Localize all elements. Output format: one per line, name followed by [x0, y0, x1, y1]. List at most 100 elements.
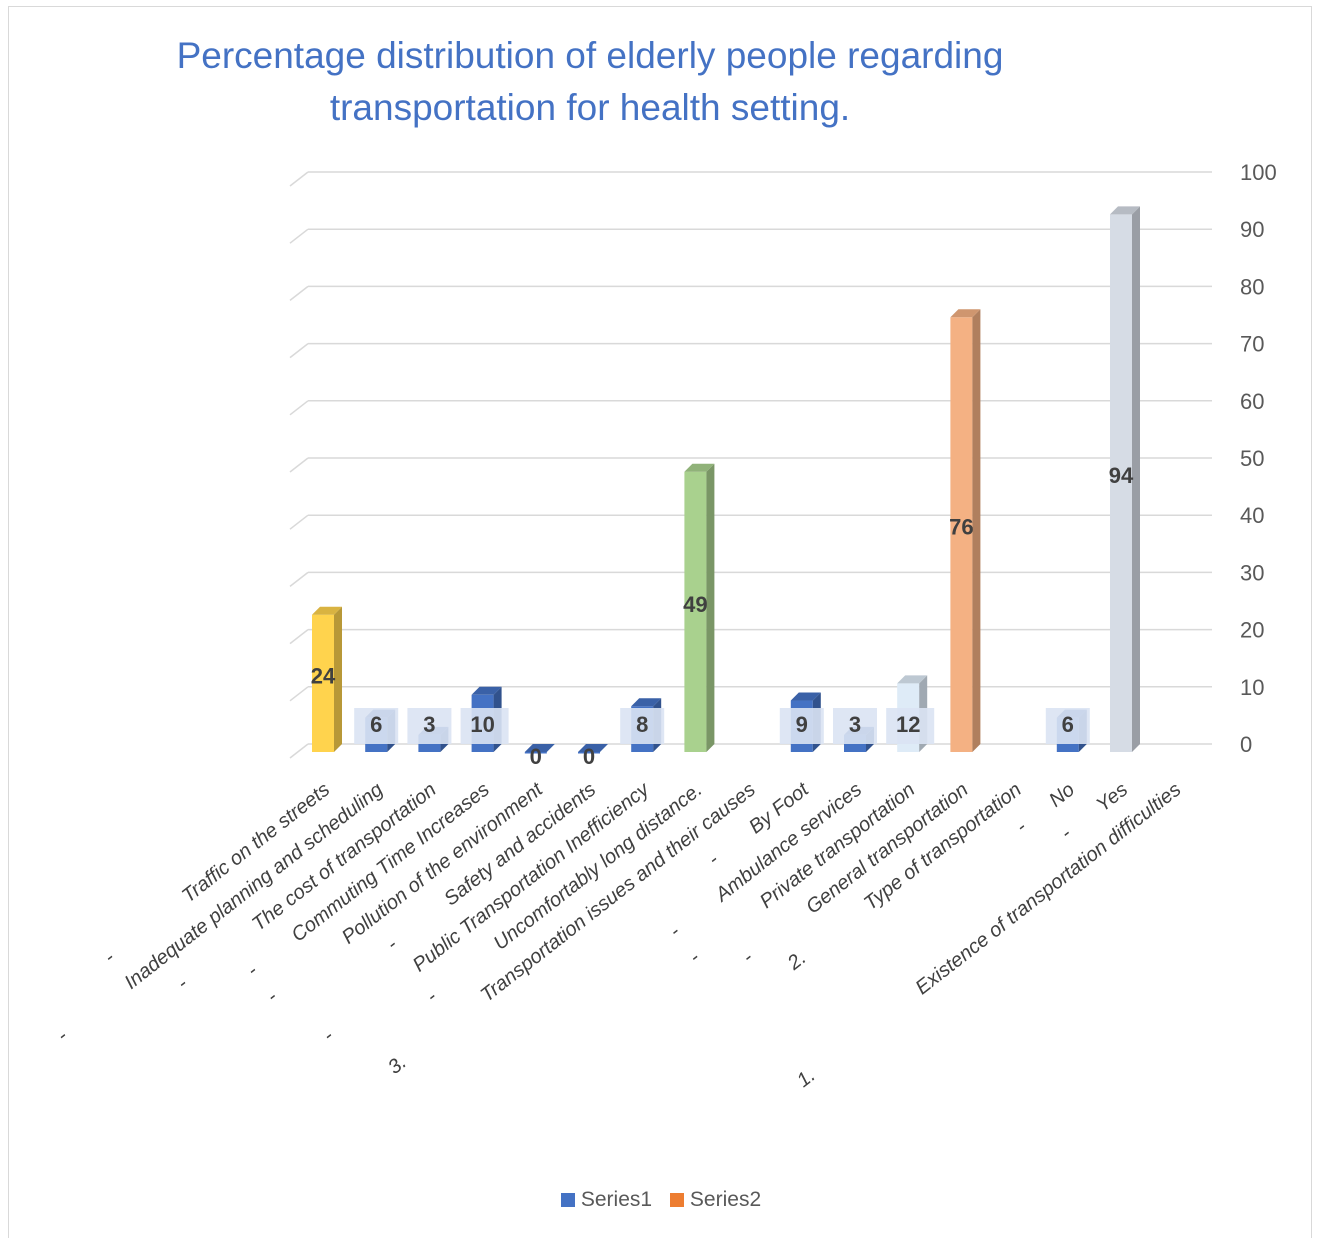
- category-prefix: 3.: [384, 1051, 411, 1079]
- category-prefix: -: [422, 986, 441, 1008]
- bar: [684, 471, 707, 752]
- category-prefix: -: [704, 849, 723, 871]
- gridline-side: [289, 514, 309, 530]
- y-tick-label: 80: [1240, 274, 1264, 299]
- gridlines: [289, 171, 1212, 759]
- data-label-box: [833, 708, 877, 744]
- bar-top: [684, 463, 715, 472]
- legend-item-series2: Series2: [669, 1188, 762, 1212]
- y-tick-label: 50: [1240, 446, 1264, 471]
- y-tick-label: 90: [1240, 217, 1264, 242]
- bar-side: [706, 463, 715, 752]
- bar-side: [334, 606, 342, 752]
- chart-frame: [8, 6, 1312, 1238]
- bar: [312, 614, 334, 752]
- bar-top: [524, 744, 555, 752]
- data-label: 49: [683, 592, 707, 617]
- bar: [524, 752, 547, 754]
- gridline-side: [289, 457, 309, 473]
- bar: [1110, 214, 1132, 752]
- category-label-text: No: [1045, 779, 1079, 812]
- legend-label-series2: Series2: [689, 1188, 762, 1211]
- category-labels: Traffic on the streets- Inadequate planni…: [53, 778, 1185, 1092]
- category-prefix: -: [319, 1025, 338, 1047]
- data-label: 0: [530, 744, 542, 769]
- category-prefix: -: [665, 920, 684, 942]
- category-prefix: -: [53, 1025, 72, 1047]
- bar-top: [631, 698, 662, 707]
- chart-title: Percentage distribution of elderly peopl…: [176, 35, 1004, 128]
- data-label-box: [886, 708, 935, 744]
- gridline-side: [289, 228, 309, 244]
- category-label-text: Yes: [1092, 779, 1132, 817]
- category-label: No-: [1012, 779, 1079, 838]
- bar-top: [950, 309, 981, 318]
- data-label: 12: [896, 712, 920, 737]
- data-label-box: [620, 708, 665, 744]
- y-axis-ticks: 0 10 20 30 40 50 60 70 80 90 100: [1240, 160, 1277, 757]
- category-label-text: Existence of transportation difficulties: [912, 779, 1186, 1000]
- y-tick-label: 20: [1240, 618, 1264, 643]
- category-prefix: -: [1057, 823, 1076, 845]
- category-prefix: -: [1012, 816, 1031, 838]
- category-prefix: -: [383, 934, 402, 956]
- data-label-box: [354, 708, 399, 744]
- data-label: 3: [423, 712, 435, 737]
- category-prefix: -: [100, 947, 119, 969]
- data-label-box: [1045, 708, 1090, 744]
- data-label: 0: [583, 744, 595, 769]
- category-prefix: -: [685, 947, 704, 969]
- gridline-side: [289, 171, 309, 187]
- data-label: 76: [949, 515, 973, 540]
- bar-side: [1132, 206, 1140, 752]
- category-prefix: -: [243, 960, 262, 982]
- data-label: 24: [311, 663, 336, 688]
- bar: [578, 752, 600, 754]
- y-tick-label: 60: [1240, 389, 1264, 414]
- bar: [950, 317, 973, 752]
- legend: Series1 Series2: [0, 1188, 1322, 1212]
- data-label: 3: [849, 712, 861, 737]
- bar-top: [578, 744, 608, 752]
- bar-side: [972, 309, 981, 752]
- legend-item-series1: Series1: [560, 1188, 653, 1212]
- data-label: 6: [1062, 712, 1074, 737]
- bar-top: [312, 606, 342, 615]
- legend-swatch-series2: [669, 1193, 684, 1207]
- data-label-box: [460, 708, 509, 744]
- y-tick-label: 30: [1240, 560, 1264, 585]
- gridline-side: [289, 400, 309, 416]
- y-tick-label: 100: [1240, 160, 1277, 185]
- bar-top: [471, 686, 502, 695]
- data-labels: 24 6 3 10 0 0 8 49 9 3 12 76 6 94: [311, 463, 1134, 769]
- category-prefix: 2.: [783, 947, 810, 975]
- data-label: 6: [370, 712, 382, 737]
- gridline-side: [289, 743, 309, 759]
- legend-swatch-series1: [560, 1193, 575, 1207]
- data-label: 10: [470, 712, 494, 737]
- gridline-side: [289, 285, 309, 301]
- y-tick-label: 70: [1240, 332, 1264, 357]
- gridline-side: [289, 571, 309, 587]
- y-tick-label: 10: [1240, 675, 1264, 700]
- category-prefix: -: [173, 973, 192, 995]
- category-prefix: 1.: [793, 1064, 820, 1092]
- y-tick-label: 40: [1240, 503, 1264, 528]
- data-label: 94: [1109, 463, 1134, 488]
- bar-top: [897, 675, 928, 684]
- data-label-box: [407, 708, 452, 744]
- data-label-box: [779, 708, 824, 744]
- gridline-side: [289, 343, 309, 359]
- legend-label-series1: Series1: [580, 1188, 653, 1211]
- bar-top: [1110, 206, 1140, 215]
- gridline-side: [289, 629, 309, 645]
- category-prefix: -: [738, 947, 757, 969]
- data-label: 9: [796, 712, 808, 737]
- bars: [312, 206, 1140, 754]
- data-label: 8: [636, 712, 648, 737]
- gridline-side: [289, 686, 309, 702]
- y-tick-label: 0: [1240, 732, 1252, 757]
- category-prefix: -: [263, 986, 282, 1008]
- bar-top: [790, 692, 821, 701]
